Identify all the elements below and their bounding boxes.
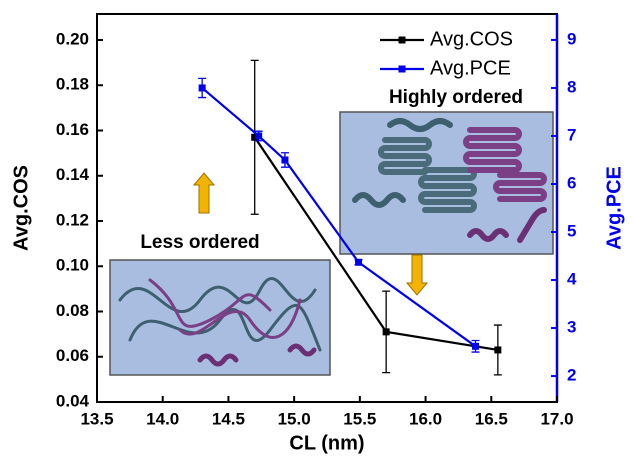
y2-axis-title: Avg.PCE — [603, 166, 625, 250]
y-axis-title: Avg.COS — [10, 165, 32, 251]
legend-marker — [399, 37, 406, 44]
ordered-illustration — [340, 112, 553, 254]
x-tick-label: 13.5 — [80, 409, 113, 428]
annotation: Highly ordered — [389, 87, 523, 108]
y2-tick-label: 5 — [567, 221, 576, 240]
data-point — [255, 132, 262, 139]
x-axis-title: CL (nm) — [289, 432, 364, 454]
data-point — [472, 343, 479, 350]
data-point — [199, 84, 206, 91]
y-tick-label: 0.06 — [56, 346, 89, 365]
y2-tick-label: 4 — [567, 270, 577, 289]
y2-tick-label: 7 — [567, 125, 576, 144]
x-tick-label: 17.0 — [540, 409, 573, 428]
y2-tick-label: 3 — [567, 318, 576, 337]
y2-tick-label: 2 — [567, 366, 576, 385]
legend-label: Avg.PCE — [430, 57, 511, 79]
y-tick-label: 0.16 — [56, 120, 89, 139]
x-tick-label: 15.5 — [343, 409, 376, 428]
x-tick-label: 14.5 — [212, 409, 245, 428]
x-tick-label: 16.5 — [475, 409, 508, 428]
y-tick-label: 0.04 — [56, 391, 90, 410]
y2-tick-label: 8 — [567, 77, 576, 96]
y-tick-label: 0.20 — [56, 30, 89, 49]
y-tick-label: 0.14 — [56, 165, 90, 184]
x-tick-label: 14.0 — [146, 409, 179, 428]
y-tick-label: 0.18 — [56, 75, 89, 94]
y-tick-label: 0.12 — [56, 210, 89, 229]
disordered-illustration — [110, 260, 330, 375]
data-point — [281, 156, 288, 163]
legend-label: Avg.COS — [430, 28, 513, 50]
page: {"chart_data": {"type": "line", "x_label… — [0, 0, 635, 458]
y2-tick-label: 9 — [567, 29, 576, 48]
data-point — [383, 328, 390, 335]
legend-marker — [399, 66, 406, 73]
y-tick-label: 0.08 — [56, 301, 89, 320]
y-tick-label: 0.10 — [56, 256, 89, 275]
data-point — [355, 259, 362, 266]
x-tick-label: 15.0 — [278, 409, 311, 428]
y2-tick-label: 6 — [567, 173, 576, 192]
data-point — [494, 346, 501, 353]
x-tick-label: 16.0 — [409, 409, 442, 428]
chart: Highly ordered Less ordered CL (nm) Avg.… — [0, 0, 635, 458]
annotation: Less ordered — [140, 232, 259, 253]
